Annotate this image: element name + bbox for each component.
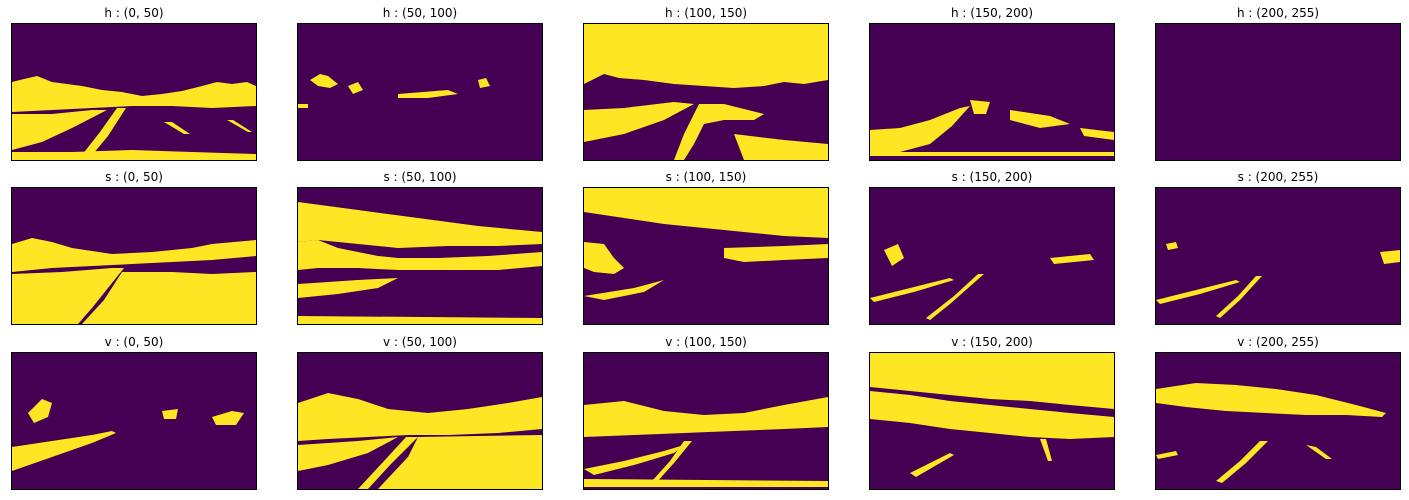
mask-image: [297, 187, 543, 325]
panel-v-0-50: v : (0, 50): [11, 335, 257, 490]
mask-h-200-255: [1156, 24, 1400, 160]
panel-v-150-200: v : (150, 200): [869, 335, 1115, 490]
panel-s-0-50: s : (0, 50): [11, 170, 257, 325]
panel-h-150-200: h : (150, 200): [869, 6, 1115, 161]
panel-h-200-255: h : (200, 255): [1155, 6, 1401, 161]
mask-h-100-150: [584, 24, 828, 160]
panel-v-50-100: v : (50, 100): [297, 335, 543, 490]
mask-image: [1155, 187, 1401, 325]
mask-v-50-100: [298, 393, 542, 489]
panel-title: h : (150, 200): [950, 6, 1034, 20]
mask-v-200-255: [1156, 383, 1386, 483]
panel-title: s : (0, 50): [105, 170, 163, 184]
mask-s-150-200: [870, 244, 1094, 320]
panel-title: h : (100, 150): [664, 6, 748, 20]
panel-v-100-150: v : (100, 150): [583, 335, 829, 490]
mask-v-150-200: [870, 353, 1114, 477]
panel-title: s : (200, 255): [1237, 170, 1319, 184]
panel-title: s : (150, 200): [951, 170, 1033, 184]
mask-image: [1155, 23, 1401, 161]
mask-image: [583, 352, 829, 490]
mask-h-0-50: [12, 76, 256, 160]
mask-image: [1155, 352, 1401, 490]
panel-h-100-150: h : (100, 150): [583, 6, 829, 161]
panel-title: v : (100, 150): [665, 335, 747, 349]
panel-title: v : (200, 255): [1237, 335, 1319, 349]
mask-image: [869, 187, 1115, 325]
mask-image: [583, 187, 829, 325]
panel-title: s : (100, 150): [665, 170, 747, 184]
mask-image: [869, 352, 1115, 490]
mask-s-200-255: [1156, 242, 1400, 318]
panel-v-200-255: v : (200, 255): [1155, 335, 1401, 490]
panel-title: h : (0, 50): [104, 6, 164, 20]
panel-h-50-100: h : (50, 100): [297, 6, 543, 161]
panel-s-100-150: s : (100, 150): [583, 170, 829, 325]
mask-image: [869, 23, 1115, 161]
mask-h-150-200: [870, 100, 1114, 156]
panel-h-0-50: h : (0, 50): [11, 6, 257, 161]
mask-s-100-150: [584, 188, 828, 300]
panel-s-200-255: s : (200, 255): [1155, 170, 1401, 325]
mask-image: [583, 23, 829, 161]
mask-s-0-50: [12, 238, 256, 324]
panel-title: v : (50, 100): [383, 335, 457, 349]
mask-image: [297, 352, 543, 490]
mask-image: [11, 187, 257, 325]
panel-s-50-100: s : (50, 100): [297, 170, 543, 325]
mask-image: [297, 23, 543, 161]
mask-image: [11, 23, 257, 161]
panel-s-150-200: s : (150, 200): [869, 170, 1115, 325]
panel-title: v : (0, 50): [104, 335, 164, 349]
mask-v-100-150: [584, 397, 828, 487]
panel-title: h : (200, 255): [1236, 6, 1320, 20]
mask-v-0-50: [12, 399, 244, 471]
mask-s-50-100: [298, 202, 542, 324]
panel-title: v : (150, 200): [951, 335, 1033, 349]
mask-h-50-100: [298, 74, 490, 108]
panel-title: s : (50, 100): [383, 170, 457, 184]
mask-image: [11, 352, 257, 490]
panel-title: h : (50, 100): [382, 6, 458, 20]
